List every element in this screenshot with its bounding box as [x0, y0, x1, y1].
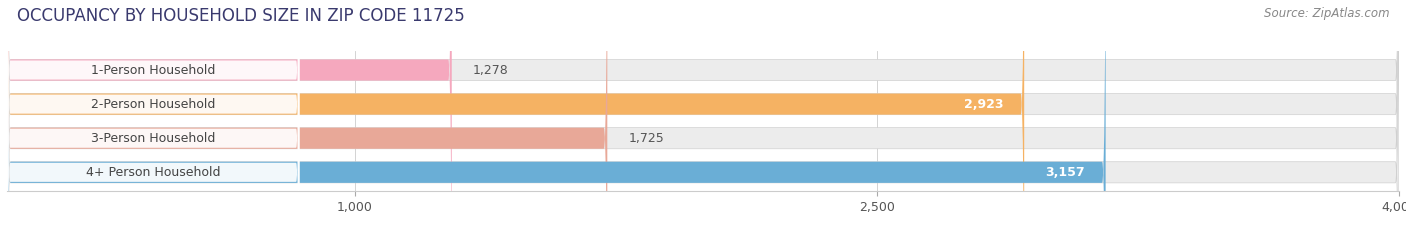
FancyBboxPatch shape [7, 0, 1399, 233]
FancyBboxPatch shape [7, 0, 299, 233]
Text: 3,157: 3,157 [1045, 166, 1085, 179]
FancyBboxPatch shape [7, 0, 1399, 233]
FancyBboxPatch shape [7, 0, 299, 233]
FancyBboxPatch shape [7, 0, 1399, 233]
Text: 2-Person Household: 2-Person Household [91, 98, 215, 111]
Text: 1,278: 1,278 [472, 64, 509, 76]
FancyBboxPatch shape [7, 0, 1105, 233]
Text: 3-Person Household: 3-Person Household [91, 132, 215, 145]
Text: Source: ZipAtlas.com: Source: ZipAtlas.com [1264, 7, 1389, 20]
Text: 2,923: 2,923 [963, 98, 1004, 111]
FancyBboxPatch shape [7, 0, 299, 233]
FancyBboxPatch shape [7, 0, 299, 233]
FancyBboxPatch shape [7, 0, 1024, 233]
Text: 4+ Person Household: 4+ Person Household [86, 166, 221, 179]
FancyBboxPatch shape [7, 0, 1399, 233]
Text: 1,725: 1,725 [628, 132, 664, 145]
FancyBboxPatch shape [7, 0, 451, 233]
Text: 1-Person Household: 1-Person Household [91, 64, 215, 76]
Text: OCCUPANCY BY HOUSEHOLD SIZE IN ZIP CODE 11725: OCCUPANCY BY HOUSEHOLD SIZE IN ZIP CODE … [17, 7, 464, 25]
FancyBboxPatch shape [7, 0, 607, 233]
